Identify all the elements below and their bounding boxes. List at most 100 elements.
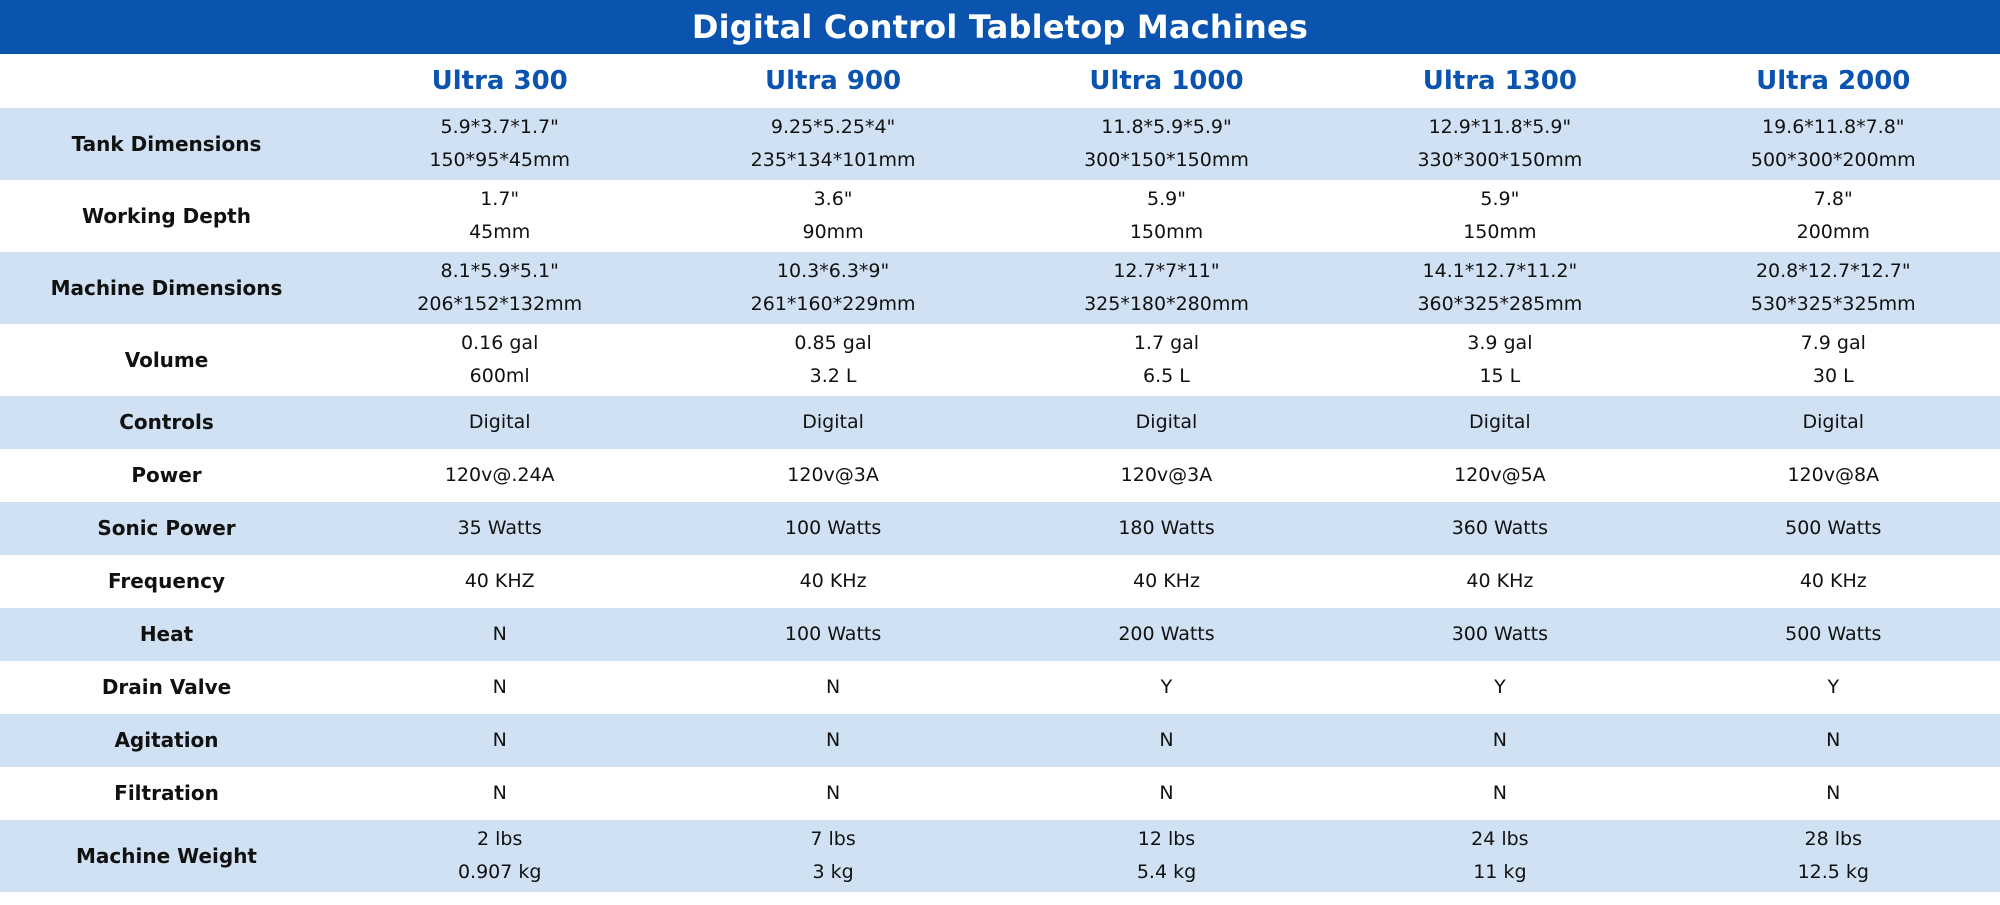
cell-value: 500*300*200mm xyxy=(1750,149,1916,171)
cell-value: 1.7 gal xyxy=(1133,332,1200,354)
table-cell: 500 Watts xyxy=(1666,608,2000,661)
table-row: Tank Dimensions 5.9*3.7*1.7" 150*95*45mm 9.… xyxy=(0,108,2000,180)
cell-value: N xyxy=(492,676,507,698)
cell-value: N xyxy=(1492,782,1507,804)
cell-value: 12.7*7*11" xyxy=(1113,260,1220,282)
cell-value: Digital xyxy=(1469,411,1531,433)
table-cell: Digital xyxy=(1333,396,1667,449)
table-cell: 1.7" 45mm xyxy=(333,180,666,252)
table-cell: N xyxy=(1667,767,2000,820)
cell-value: 360*325*285mm xyxy=(1417,293,1583,315)
cell-value: 19.6*11.8*7.8" xyxy=(1761,116,1905,138)
table-cell: N xyxy=(1333,767,1666,820)
table-row: Volume 0.16 gal 600ml 0.85 gal 3.2 L 1.7 gal 6… xyxy=(0,324,2000,396)
cell-value: 11.8*5.9*5.9" xyxy=(1101,116,1232,138)
cell-value: N xyxy=(492,623,507,645)
table-cell: N xyxy=(666,714,1000,767)
cell-value: 15 L xyxy=(1479,365,1521,387)
row-label: Controls xyxy=(0,396,333,449)
page-title: Digital Control Tabletop Machines xyxy=(0,0,2000,54)
table-cell: 200 Watts xyxy=(999,608,1334,661)
table-cell: 12.7*7*11" 325*180*280mm xyxy=(999,252,1334,324)
table-cell: 3.6" 90mm xyxy=(666,180,999,252)
cell-value: 90mm xyxy=(802,221,864,243)
cell-value: 3 kg xyxy=(812,861,854,883)
cell-value: 1.7" xyxy=(480,188,520,210)
table-cell: 19.6*11.8*7.8" 500*300*200mm xyxy=(1666,108,2000,180)
table-cell: N xyxy=(666,661,999,714)
cell-value: 206*152*132mm xyxy=(417,293,583,315)
cell-value: N xyxy=(1826,729,1841,751)
table-cell: N xyxy=(333,608,667,661)
cell-value: 500 Watts xyxy=(1785,517,1882,539)
cell-value: 150mm xyxy=(1129,221,1204,243)
table-cell: 120v@3A xyxy=(1000,449,1333,502)
cell-value: 330*300*150mm xyxy=(1417,149,1583,171)
cell-value: 120v@3A xyxy=(787,464,879,486)
cell-value: N xyxy=(1159,782,1174,804)
model-header: Ultra 1000 xyxy=(1089,66,1244,96)
cell-value: 120v@5A xyxy=(1454,464,1546,486)
cell-value: N xyxy=(825,729,841,751)
cell-value: 300*150*150mm xyxy=(1084,149,1249,171)
table-cell: 12.9*11.8*5.9" 330*300*150mm xyxy=(1333,108,1667,180)
table-cell: 300 Watts xyxy=(1333,608,1667,661)
table-cell: 3.9 gal 15 L xyxy=(1333,324,1666,396)
cell-value: 200 Watts xyxy=(1118,623,1215,645)
model-header-row: Ultra 300 Ultra 900 Ultra 1000 Ultra 130… xyxy=(0,54,2000,108)
cell-value: 150mm xyxy=(1463,221,1537,243)
cell-value: Digital xyxy=(468,411,531,433)
row-label: Working Depth xyxy=(82,203,251,228)
table-cell: 5.9*3.7*1.7" 150*95*45mm xyxy=(333,108,667,180)
cell-value: 200mm xyxy=(1796,221,1870,243)
cell-value: 40 KHz xyxy=(799,570,867,592)
cell-value: 8.1*5.9*5.1" xyxy=(440,260,559,282)
table-cell: N xyxy=(1333,714,1667,767)
cell-value: 120v@8A xyxy=(1787,464,1880,486)
table-cell: 40 KHz xyxy=(1000,555,1333,608)
table-cell: 40 KHz xyxy=(1667,555,2000,608)
cell-value: 5.9" xyxy=(1480,188,1520,210)
table-cell: 9.25*5.25*4" 235*134*101mm xyxy=(666,108,1000,180)
table-cell: Digital xyxy=(1666,396,2000,449)
row-label: Machine Weight xyxy=(0,820,333,892)
cell-value: 325*180*280mm xyxy=(1084,293,1249,315)
cell-value: 24 lbs xyxy=(1471,828,1529,850)
cell-value: 0.16 gal xyxy=(461,332,539,354)
cell-value: Y xyxy=(1827,676,1840,698)
table-cell: 120v@8A xyxy=(1667,449,2000,502)
table-cell: 7.9 gal 30 L xyxy=(1667,324,2000,396)
cell-value: 5.9" xyxy=(1146,188,1186,210)
table-cell: Y xyxy=(1333,661,1666,714)
table-row: Machine Dimensions 8.1*5.9*5.1" 206*152*13… xyxy=(0,252,2000,324)
table-row: Machine Weight 2 lbs 0.907 kg 7 lbs 3 kg 12 l… xyxy=(0,820,2000,892)
cell-value: 530*325*325mm xyxy=(1750,293,1916,315)
cell-value: N xyxy=(1826,782,1841,804)
cell-value: 9.25*5.25*4" xyxy=(770,116,896,138)
row-label: Drain Valve xyxy=(101,675,232,699)
cell-value: 5.9*3.7*1.7" xyxy=(440,116,559,138)
cell-value: 360 Watts xyxy=(1451,517,1549,539)
cell-value: 12 lbs xyxy=(1137,828,1196,850)
table-cell: 5.9" 150mm xyxy=(1333,180,1666,252)
cell-value: 600ml xyxy=(469,365,530,387)
cell-value: 261*160*229mm xyxy=(750,293,916,315)
cell-value: 100 Watts xyxy=(784,517,882,539)
table-row: Controls Digital Digital Digital Digital Digi… xyxy=(0,396,2000,449)
model-header: Ultra 900 xyxy=(765,66,902,96)
cell-value: 7.8" xyxy=(1813,188,1853,210)
table-cell: Y xyxy=(1000,661,1333,714)
cell-value: 10.3*6.3*9" xyxy=(776,260,890,282)
cell-value: 40 KHZ xyxy=(464,570,535,592)
table-cell: 35 Watts xyxy=(333,502,667,555)
table-cell: 180 Watts xyxy=(999,502,1334,555)
table-cell: 120v@3A xyxy=(666,449,999,502)
table-cell: 24 lbs 11 kg xyxy=(1333,820,1667,892)
cell-value: 300 Watts xyxy=(1451,623,1549,645)
table-cell: 10.3*6.3*9" 261*160*229mm xyxy=(666,252,1000,324)
cell-value: 2 lbs xyxy=(477,828,523,850)
cell-value: Digital xyxy=(1802,411,1865,433)
cell-value: 40 KHz xyxy=(1133,570,1200,592)
table-cell: 40 KHz xyxy=(1333,555,1666,608)
table-cell: 120v@5A xyxy=(1333,449,1666,502)
